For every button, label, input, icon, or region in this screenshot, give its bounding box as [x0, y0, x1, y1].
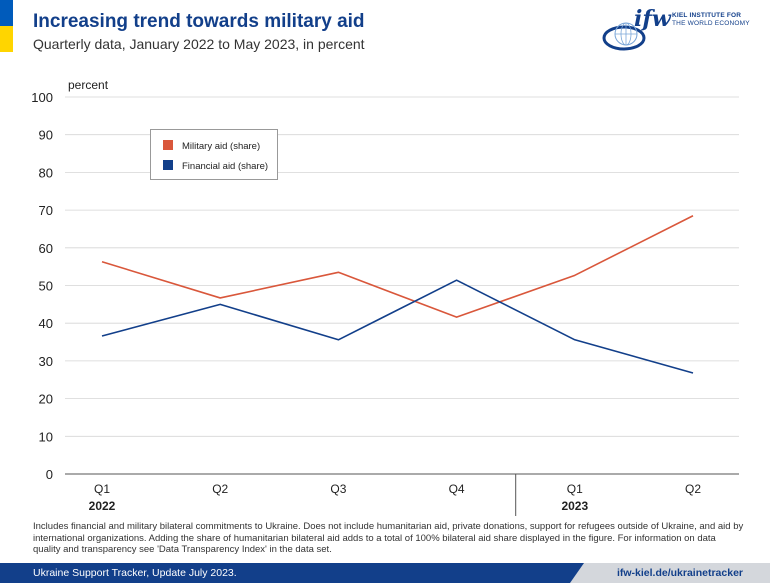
y-tick-labels: 0 10 20 30 40 50 60 70 80 90 100: [31, 90, 53, 482]
ukraine-flag: [0, 0, 13, 52]
y-tick-label: 40: [39, 316, 53, 331]
legend-item-financial: Financial aid (share): [163, 160, 268, 172]
x-tick-label: Q3: [330, 482, 346, 496]
chart-subtitle: Quarterly data, January 2022 to May 2023…: [33, 36, 365, 52]
x-tick-label: Q2: [212, 482, 228, 496]
y-tick-label: 30: [39, 354, 53, 369]
footer-source: Ukraine Support Tracker, Update July 202…: [33, 567, 237, 579]
y-axis-label: percent: [68, 78, 109, 92]
x-axis: Q1 Q2 Q3 Q4 Q1 Q2 2022 2023: [89, 474, 701, 516]
legend-swatch-financial: [163, 160, 173, 170]
logo-line2: THE WORLD ECONOMY: [672, 20, 750, 27]
globe-logo-icon: [602, 22, 646, 51]
x-tick-label: Q1: [94, 482, 110, 496]
flag-yellow-stripe: [0, 26, 13, 52]
year-label: 2022: [89, 499, 116, 513]
y-tick-label: 90: [39, 128, 53, 143]
y-tick-label: 80: [39, 165, 53, 180]
x-tick-label: Q1: [567, 482, 583, 496]
x-tick-label: Q4: [449, 482, 465, 496]
chart-footnote: Includes financial and military bilatera…: [33, 521, 744, 555]
year-label: 2023: [561, 499, 588, 513]
y-tick-label: 60: [39, 241, 53, 256]
x-tick-label: Q2: [685, 482, 701, 496]
chart-title: Increasing trend towards military aid: [33, 11, 365, 32]
logo-line1: KIEL INSTITUTE FOR: [672, 12, 742, 19]
y-tick-label: 70: [39, 203, 53, 218]
legend-swatch-military: [163, 140, 173, 150]
footer-bar: Ukraine Support Tracker, Update July 202…: [0, 563, 770, 583]
financial-aid-line: [101, 279, 694, 374]
footer-link[interactable]: ifw-kiel.de/ukrainetracker: [616, 567, 743, 579]
y-tick-label: 50: [39, 279, 53, 294]
legend-label-military: Military aid (share): [182, 141, 261, 152]
y-tick-label: 20: [39, 392, 53, 407]
y-tick-label: 0: [46, 467, 53, 482]
footer-link-background: [570, 563, 770, 583]
y-tick-label: 10: [39, 429, 53, 444]
chart-legend: Military aid (share) Financial aid (shar…: [150, 129, 278, 180]
series-lines: [101, 215, 694, 374]
y-tick-label: 100: [31, 90, 53, 105]
flag-blue-stripe: [0, 0, 13, 26]
legend-item-military: Military aid (share): [163, 140, 260, 152]
logo-mark: ifw: [634, 6, 671, 32]
legend-label-financial: Financial aid (share): [182, 161, 269, 172]
logo-text: KIEL INSTITUTE FOR THE WORLD ECONOMY: [672, 12, 750, 28]
military-aid-line: [101, 215, 694, 318]
